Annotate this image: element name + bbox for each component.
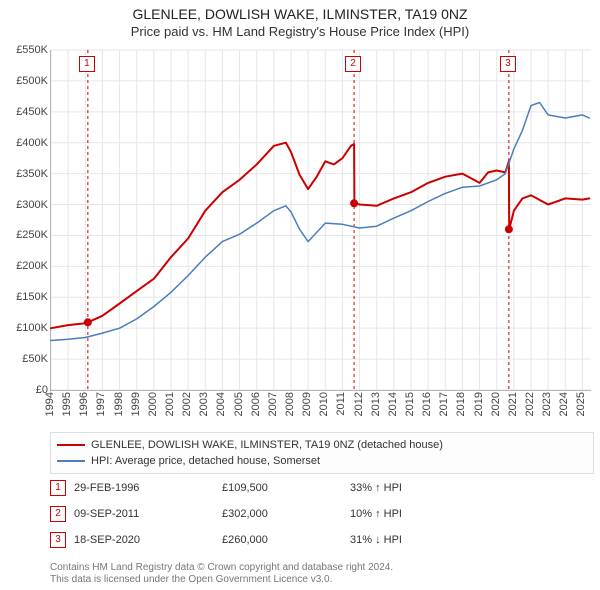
x-tick-label: 2000 bbox=[147, 392, 159, 416]
plot-area bbox=[50, 50, 591, 391]
event-row: 3 18-SEP-2020 £260,000 31% ↓ HPI bbox=[50, 532, 580, 548]
legend-swatch bbox=[57, 444, 85, 446]
x-tick-label: 2024 bbox=[558, 392, 570, 416]
x-tick-label: 2019 bbox=[473, 392, 485, 416]
y-tick-label: £0 bbox=[2, 384, 48, 396]
legend: GLENLEE, DOWLISH WAKE, ILMINSTER, TA19 0… bbox=[50, 432, 594, 474]
y-tick-label: £450K bbox=[2, 106, 48, 118]
x-tick-label: 1999 bbox=[130, 392, 142, 416]
x-tick-label: 2025 bbox=[575, 392, 587, 416]
event-date: 09-SEP-2011 bbox=[74, 508, 214, 520]
x-tick-label: 1995 bbox=[61, 392, 73, 416]
x-tick-label: 2001 bbox=[164, 392, 176, 416]
x-tick-label: 2010 bbox=[318, 392, 330, 416]
legend-item: GLENLEE, DOWLISH WAKE, ILMINSTER, TA19 0… bbox=[57, 437, 587, 453]
x-tick-label: 1994 bbox=[44, 392, 56, 416]
x-tick-label: 2005 bbox=[233, 392, 245, 416]
x-tick-label: 2008 bbox=[284, 392, 296, 416]
event-date: 18-SEP-2020 bbox=[74, 534, 214, 546]
x-tick-label: 2013 bbox=[370, 392, 382, 416]
event-diff: 31% ↓ HPI bbox=[350, 534, 490, 546]
event-marker-icon: 1 bbox=[79, 56, 95, 72]
chart-subtitle: Price paid vs. HM Land Registry's House … bbox=[0, 24, 600, 39]
x-tick-label: 1996 bbox=[78, 392, 90, 416]
event-row: 2 09-SEP-2011 £302,000 10% ↑ HPI bbox=[50, 506, 580, 522]
event-marker-icon: 1 bbox=[50, 480, 66, 496]
x-tick-label: 2007 bbox=[267, 392, 279, 416]
legend-label: GLENLEE, DOWLISH WAKE, ILMINSTER, TA19 0… bbox=[91, 437, 443, 453]
y-tick-label: £100K bbox=[2, 322, 48, 334]
event-row: 1 29-FEB-1996 £109,500 33% ↑ HPI bbox=[50, 480, 580, 496]
plot-svg bbox=[51, 50, 591, 390]
chart-title: GLENLEE, DOWLISH WAKE, ILMINSTER, TA19 0… bbox=[0, 6, 600, 22]
titles: GLENLEE, DOWLISH WAKE, ILMINSTER, TA19 0… bbox=[0, 0, 600, 39]
event-diff: 10% ↑ HPI bbox=[350, 508, 490, 520]
x-tick-label: 2018 bbox=[455, 392, 467, 416]
y-tick-label: £550K bbox=[2, 44, 48, 56]
x-tick-label: 2015 bbox=[404, 392, 416, 416]
event-marker-icon: 3 bbox=[500, 56, 516, 72]
x-tick-label: 2017 bbox=[438, 392, 450, 416]
footnote: Contains HM Land Registry data © Crown c… bbox=[50, 562, 590, 586]
footnote-line: Contains HM Land Registry data © Crown c… bbox=[50, 562, 590, 574]
x-tick-label: 2011 bbox=[335, 392, 347, 416]
event-marker-icon: 2 bbox=[345, 56, 361, 72]
x-tick-label: 2012 bbox=[353, 392, 365, 416]
y-tick-label: £250K bbox=[2, 229, 48, 241]
x-tick-label: 2009 bbox=[301, 392, 313, 416]
x-tick-label: 2020 bbox=[490, 392, 502, 416]
y-tick-label: £350K bbox=[2, 168, 48, 180]
y-tick-label: £300K bbox=[2, 199, 48, 211]
legend-item: HPI: Average price, detached house, Some… bbox=[57, 453, 587, 469]
y-tick-label: £50K bbox=[2, 353, 48, 365]
x-tick-label: 2006 bbox=[250, 392, 262, 416]
x-tick-label: 2021 bbox=[507, 392, 519, 416]
event-date: 29-FEB-1996 bbox=[74, 482, 214, 494]
x-tick-label: 2016 bbox=[421, 392, 433, 416]
chart-container: GLENLEE, DOWLISH WAKE, ILMINSTER, TA19 0… bbox=[0, 0, 600, 590]
x-tick-label: 2022 bbox=[524, 392, 536, 416]
legend-label: HPI: Average price, detached house, Some… bbox=[91, 453, 320, 469]
y-tick-label: £500K bbox=[2, 75, 48, 87]
y-tick-label: £150K bbox=[2, 291, 48, 303]
event-marker-icon: 2 bbox=[50, 506, 66, 522]
event-price: £109,500 bbox=[222, 482, 342, 494]
x-tick-label: 2023 bbox=[541, 392, 553, 416]
x-tick-label: 1997 bbox=[95, 392, 107, 416]
event-price: £260,000 bbox=[222, 534, 342, 546]
x-tick-label: 2003 bbox=[198, 392, 210, 416]
x-tick-label: 2014 bbox=[387, 392, 399, 416]
event-marker-icon: 3 bbox=[50, 532, 66, 548]
event-diff: 33% ↑ HPI bbox=[350, 482, 490, 494]
event-price: £302,000 bbox=[222, 508, 342, 520]
y-tick-label: £200K bbox=[2, 260, 48, 272]
x-tick-label: 1998 bbox=[113, 392, 125, 416]
footnote-line: This data is licensed under the Open Gov… bbox=[50, 574, 590, 586]
legend-swatch bbox=[57, 460, 85, 462]
x-tick-label: 2004 bbox=[215, 392, 227, 416]
y-tick-label: £400K bbox=[2, 137, 48, 149]
x-tick-label: 2002 bbox=[181, 392, 193, 416]
